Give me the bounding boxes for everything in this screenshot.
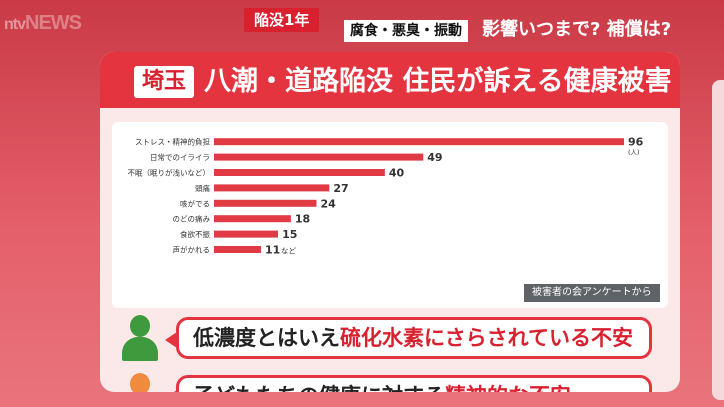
voice-highlight: 硫化水素にさらされている不安 [340, 326, 633, 350]
source-label: 被害者の会アンケートから [524, 284, 660, 302]
category-label: 頭痛 [195, 183, 210, 193]
bar [214, 215, 291, 223]
logo-prefix: ntv [4, 16, 26, 33]
info-panel: 埼玉 八潮・道路陥没 住民が訴える健康被害 ストレス・精神的負担 96 (人) 日常で… [100, 52, 680, 392]
category-label: のどの痛み [173, 214, 211, 224]
voice-highlight: 精神的な不安 [445, 384, 571, 392]
bar [214, 153, 424, 161]
category-label: 日常でのイライラ [150, 153, 210, 162]
bar [214, 246, 261, 253]
bar [214, 138, 624, 146]
value-label: 96 [628, 136, 644, 149]
bar [214, 199, 317, 207]
category-label: 食欲不振 [180, 229, 210, 239]
sub-topic-tag: 腐食・悪臭・振動 [344, 20, 468, 42]
value-label: 49 [427, 151, 442, 164]
value-label: 40 [389, 167, 405, 180]
voice-text: 低濃度とはいえ [193, 326, 340, 350]
bar [214, 184, 330, 192]
voice-item-sulfide-anxiety: 低濃度とはいえ硫化水素にさらされている不安 [118, 315, 678, 361]
logo-text: NEWS [25, 12, 82, 34]
category-label: 声がかれる [173, 245, 211, 255]
bar [214, 230, 279, 238]
value-label: 15 [282, 228, 297, 241]
chart-card: ストレス・精神的負担 96 (人) 日常でのイライラ 49 不眠（眠りが浅いなど） 40 頭痛… [112, 122, 668, 308]
topic-tag: 陥没1年 [244, 8, 320, 32]
value-label: 27 [333, 182, 348, 195]
person-icon [118, 373, 162, 392]
panel-header: 埼玉 八潮・道路陥没 住民が訴える健康被害 [100, 52, 680, 108]
category-label: 不眠（眠りが浅いなど） [128, 168, 211, 178]
speech-bubble: 子どもたちの健康に対する精神的な不安 [165, 375, 652, 392]
news-logo: ntvNEWS [4, 12, 82, 35]
voice-text: 子どもたちの健康に対する [193, 384, 445, 392]
panel-title: 八潮・道路陥没 住民が訴える健康被害 [204, 66, 672, 97]
region-badge: 埼玉 [134, 66, 194, 98]
category-label: ストレス・精神的負担 [135, 137, 210, 147]
unit-label: (人) [628, 149, 640, 157]
voice-item-children-health: 子どもたちの健康に対する精神的な不安 [118, 373, 678, 392]
next-panel-edge [712, 80, 724, 400]
speech-bubble: 低濃度とはいえ硫化水素にさらされている不安 [165, 317, 652, 359]
bar [214, 169, 385, 176]
value-label: 11 [265, 244, 280, 257]
top-bar: ntvNEWS 陥没1年 腐食・悪臭・振動 影響いつまで? 補償は? [0, 0, 724, 50]
value-label: 24 [321, 197, 337, 210]
person-icon [118, 315, 162, 365]
trailing-note: など [281, 247, 296, 256]
category-label: 咳がでる [180, 198, 210, 208]
bar-chart: ストレス・精神的負担 96(人) 日常でのイライラ 49 不眠（眠りが浅いなど） 40 頭痛… [128, 136, 644, 257]
headline: 影響いつまで? 補償は? [482, 19, 672, 40]
value-label: 18 [295, 213, 310, 226]
